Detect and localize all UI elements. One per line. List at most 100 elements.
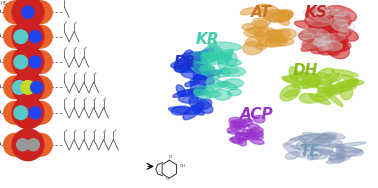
- Ellipse shape: [321, 9, 340, 24]
- Ellipse shape: [313, 39, 325, 45]
- Ellipse shape: [318, 37, 347, 55]
- Ellipse shape: [317, 68, 334, 78]
- Ellipse shape: [190, 78, 199, 85]
- Ellipse shape: [319, 9, 339, 16]
- Ellipse shape: [209, 42, 242, 50]
- Ellipse shape: [29, 102, 52, 124]
- Ellipse shape: [29, 76, 52, 99]
- Ellipse shape: [328, 73, 340, 84]
- Ellipse shape: [206, 79, 223, 87]
- Ellipse shape: [322, 33, 345, 42]
- Ellipse shape: [12, 0, 44, 28]
- Ellipse shape: [29, 31, 41, 43]
- Ellipse shape: [302, 80, 309, 88]
- Ellipse shape: [171, 106, 190, 115]
- Ellipse shape: [188, 86, 207, 94]
- Ellipse shape: [307, 150, 322, 160]
- Ellipse shape: [254, 115, 265, 123]
- Ellipse shape: [305, 28, 323, 35]
- Ellipse shape: [14, 55, 28, 69]
- Ellipse shape: [298, 32, 336, 38]
- Ellipse shape: [258, 38, 281, 47]
- Ellipse shape: [299, 93, 317, 103]
- Ellipse shape: [215, 69, 231, 77]
- Ellipse shape: [292, 80, 319, 88]
- Ellipse shape: [27, 139, 39, 151]
- Ellipse shape: [234, 119, 246, 123]
- Ellipse shape: [4, 102, 26, 124]
- Ellipse shape: [242, 119, 251, 122]
- Ellipse shape: [334, 11, 351, 27]
- Ellipse shape: [326, 38, 349, 59]
- Ellipse shape: [336, 146, 345, 160]
- Ellipse shape: [177, 89, 207, 97]
- Ellipse shape: [229, 121, 237, 127]
- Ellipse shape: [338, 31, 349, 36]
- Ellipse shape: [29, 107, 41, 119]
- Ellipse shape: [304, 139, 310, 147]
- Ellipse shape: [328, 144, 345, 147]
- Ellipse shape: [284, 75, 298, 82]
- Ellipse shape: [194, 86, 214, 96]
- Ellipse shape: [4, 133, 26, 156]
- Ellipse shape: [256, 44, 266, 49]
- Ellipse shape: [31, 81, 43, 93]
- Ellipse shape: [332, 20, 355, 32]
- Ellipse shape: [250, 139, 264, 144]
- Ellipse shape: [201, 52, 218, 62]
- Ellipse shape: [194, 89, 212, 99]
- Ellipse shape: [336, 149, 345, 160]
- Ellipse shape: [316, 33, 335, 43]
- Text: OH: OH: [180, 164, 186, 168]
- Ellipse shape: [304, 7, 325, 15]
- Ellipse shape: [306, 11, 326, 20]
- Ellipse shape: [299, 138, 318, 148]
- Ellipse shape: [229, 117, 242, 124]
- Ellipse shape: [323, 39, 351, 51]
- Ellipse shape: [283, 143, 305, 158]
- Ellipse shape: [294, 21, 326, 31]
- Ellipse shape: [337, 148, 364, 156]
- Ellipse shape: [309, 8, 337, 20]
- Ellipse shape: [234, 121, 245, 127]
- Ellipse shape: [247, 28, 263, 34]
- Ellipse shape: [243, 42, 263, 55]
- Ellipse shape: [316, 40, 330, 45]
- Ellipse shape: [183, 50, 194, 62]
- Ellipse shape: [324, 34, 342, 55]
- Ellipse shape: [201, 55, 232, 64]
- Ellipse shape: [232, 121, 238, 125]
- Ellipse shape: [178, 94, 198, 103]
- Ellipse shape: [189, 97, 213, 113]
- Ellipse shape: [254, 27, 276, 37]
- Ellipse shape: [300, 37, 323, 49]
- Ellipse shape: [239, 120, 253, 126]
- Ellipse shape: [319, 150, 337, 156]
- Ellipse shape: [323, 132, 345, 139]
- Ellipse shape: [342, 75, 358, 84]
- Ellipse shape: [306, 6, 324, 16]
- Text: KR: KR: [195, 32, 219, 47]
- Ellipse shape: [277, 38, 294, 46]
- Ellipse shape: [318, 45, 328, 51]
- Ellipse shape: [329, 155, 344, 163]
- Ellipse shape: [338, 79, 358, 88]
- Ellipse shape: [324, 90, 343, 106]
- Ellipse shape: [265, 30, 281, 42]
- Ellipse shape: [265, 37, 288, 47]
- Ellipse shape: [17, 139, 29, 151]
- Ellipse shape: [21, 81, 35, 94]
- Ellipse shape: [226, 52, 237, 67]
- Ellipse shape: [200, 66, 220, 79]
- Ellipse shape: [227, 127, 238, 132]
- Ellipse shape: [176, 85, 185, 95]
- Ellipse shape: [29, 133, 52, 156]
- Ellipse shape: [4, 51, 26, 73]
- Ellipse shape: [268, 30, 283, 37]
- Ellipse shape: [331, 10, 349, 16]
- Ellipse shape: [12, 129, 44, 161]
- Ellipse shape: [193, 51, 209, 61]
- Ellipse shape: [307, 14, 332, 26]
- Ellipse shape: [314, 86, 335, 102]
- Ellipse shape: [278, 10, 293, 19]
